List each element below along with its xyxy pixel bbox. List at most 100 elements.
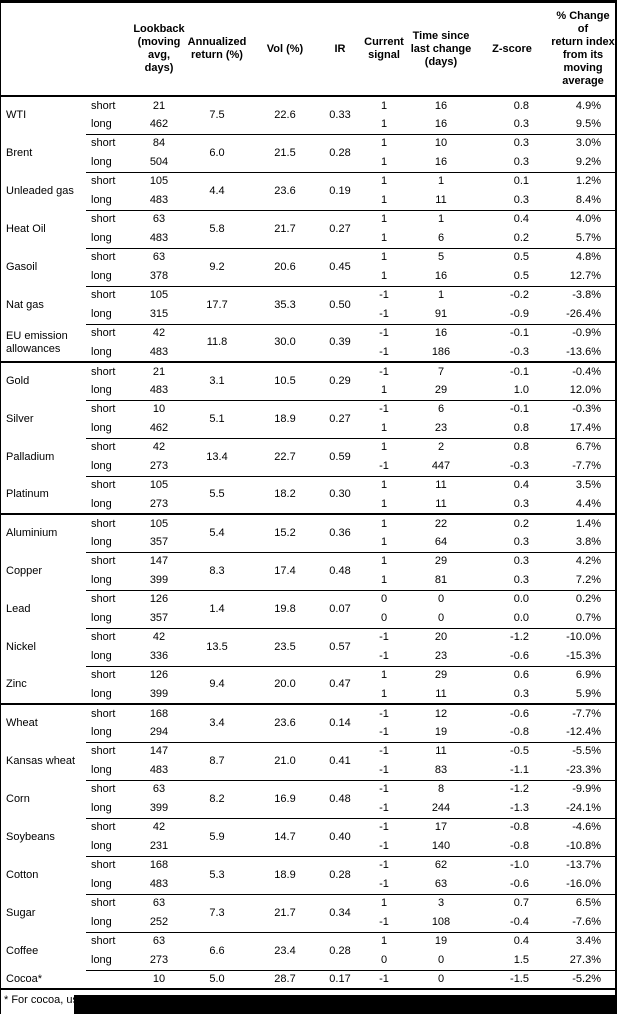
table-row: Heat Oil short 63 5.8 21.7 0.27 1 1 0.4 4.0% (1, 209, 615, 248)
cell-pct-change: 4.9% (551, 95, 615, 115)
cell-time-since-change: 7 (409, 361, 473, 381)
cell-lookback: 105 (133, 171, 185, 191)
cell-pct-change: -23.3% (566, 763, 601, 776)
cell-time-since-change: 23 (434, 421, 448, 434)
cell-ir: 0.57 (321, 627, 359, 666)
cell-lookback: 21 (133, 361, 185, 381)
horizon-label: short (86, 855, 133, 875)
cell-vol: 21.5 (249, 133, 321, 172)
cell-lookback: 105 (133, 285, 185, 305)
cell-ir: 0.47 (321, 665, 359, 704)
cell-pct-change: -3.8% (551, 285, 615, 305)
cell-pct-change: 4.0% (551, 209, 615, 229)
table-row: long 294 -1 19 -0.8 -12.4% (1, 723, 615, 742)
cell-signal: 1 (380, 573, 388, 586)
cell-annualized-return: 5.5 (185, 475, 249, 514)
cell-signal: 1 (359, 665, 409, 685)
cell-z-score: -0.5 (473, 741, 551, 761)
cell-signal: -1 (379, 459, 389, 472)
cell-pct-change: -12.4% (566, 725, 601, 738)
cell-pct-change: -24.1% (566, 801, 601, 814)
cell-z-score: 0.2 (473, 513, 551, 533)
table-row: long 399 -1 244 -1.3 -24.1% (1, 799, 615, 818)
cell-lookback: 294 (149, 725, 169, 738)
cell-time-since-change: 5 (409, 247, 473, 267)
cell-z-score: 0.8 (473, 437, 551, 457)
horizon-label: long (91, 611, 112, 624)
horizon-label: long (91, 649, 112, 662)
cell-signal: 1 (359, 893, 409, 913)
table-row: long 483 -1 186 -0.3 -13.6% (1, 343, 615, 362)
cell-signal: -1 (379, 915, 389, 928)
horizon-label: long (91, 953, 112, 966)
cell-pct-change: -26.4% (566, 307, 601, 320)
cell-signal: -1 (359, 361, 409, 381)
commodity-name: Wheat (1, 703, 86, 742)
cell-lookback: 10 (133, 969, 185, 989)
cell-pct-change: 0.2% (551, 589, 615, 609)
cell-lookback: 483 (149, 383, 169, 396)
table-row: long 399 1 11 0.3 5.9% (1, 685, 615, 704)
column-header-time-since-change: Time since last change (days) (409, 3, 473, 97)
cell-time-since-change: 6 (437, 231, 445, 244)
cell-signal: 1 (380, 155, 388, 168)
cell-lookback: 315 (149, 307, 169, 320)
cell-signal: -1 (359, 779, 409, 799)
cell-signal: 1 (359, 95, 409, 115)
table-row: Coffee short 63 6.6 23.4 0.28 1 19 0.4 3.4% (1, 931, 615, 970)
cell-signal: 1 (380, 193, 388, 206)
cell-annualized-return: 13.4 (185, 437, 249, 476)
horizon-label: long (91, 763, 112, 776)
cell-vol: 18.2 (249, 475, 321, 514)
cell-z-score: 0.0 (513, 611, 529, 624)
horizon-label: long (91, 497, 112, 510)
table-row: long 357 1 64 0.3 3.8% (1, 533, 615, 552)
cell-ir: 0.27 (321, 399, 359, 438)
redaction-bar (74, 995, 615, 1014)
cell-pct-change: 5.9% (575, 687, 601, 700)
cell-pct-change: 9.5% (575, 117, 601, 130)
cell-lookback: 63 (133, 931, 185, 951)
cell-vol: 21.0 (249, 741, 321, 780)
cell-lookback: 462 (149, 117, 169, 130)
cell-pct-change: -10.0% (551, 627, 615, 647)
table-row: long 273 -1 447 -0.3 -7.7% (1, 457, 615, 476)
cell-signal: -1 (379, 801, 389, 814)
horizon-label: long (91, 915, 112, 928)
cell-lookback: 126 (133, 665, 185, 685)
cell-signal: 1 (359, 551, 409, 571)
cell-lookback: 42 (133, 627, 185, 647)
table-row: long 336 -1 23 -0.6 -15.3% (1, 647, 615, 666)
cell-pct-change: -13.6% (566, 345, 601, 358)
cell-lookback: 399 (149, 573, 169, 586)
cell-time-since-change: 447 (431, 459, 451, 472)
cell-signal: 1 (380, 231, 388, 244)
cell-ir: 0.19 (321, 171, 359, 210)
cell-annualized-return: 6.6 (185, 931, 249, 970)
cell-pct-change: 3.0% (551, 133, 615, 153)
cell-time-since-change: 0 (409, 969, 473, 989)
cell-signal: 1 (359, 133, 409, 153)
horizon-label: long (91, 535, 112, 548)
cell-signal: 1 (359, 247, 409, 267)
cell-time-since-change: 10 (409, 133, 473, 153)
table-row: Brent short 84 6.0 21.5 0.28 1 10 0.3 3.0% (1, 133, 615, 172)
horizon-label: short (86, 665, 133, 685)
commodity-name: Nickel (6, 640, 36, 653)
cell-vol: 23.4 (249, 931, 321, 970)
cell-pct-change: -0.3% (551, 399, 615, 419)
cell-z-score: 0.2 (513, 231, 529, 244)
cell-time-since-change: 12 (409, 703, 473, 723)
cell-vol: 28.7 (249, 969, 321, 989)
cell-annualized-return: 1.4 (185, 589, 249, 628)
cell-signal: 1 (380, 117, 388, 130)
table-row: long 231 -1 140 -0.8 -10.8% (1, 837, 615, 856)
cell-z-score: -1.5 (473, 969, 551, 989)
horizon-label: short (86, 361, 133, 381)
cell-lookback: 273 (149, 497, 169, 510)
cell-pct-change: 17.4% (569, 421, 601, 434)
commodity-name: Copper (6, 564, 43, 577)
table-row: long 399 1 81 0.3 7.2% (1, 571, 615, 590)
horizon-label: short (86, 247, 133, 267)
cell-lookback: 21 (133, 95, 185, 115)
